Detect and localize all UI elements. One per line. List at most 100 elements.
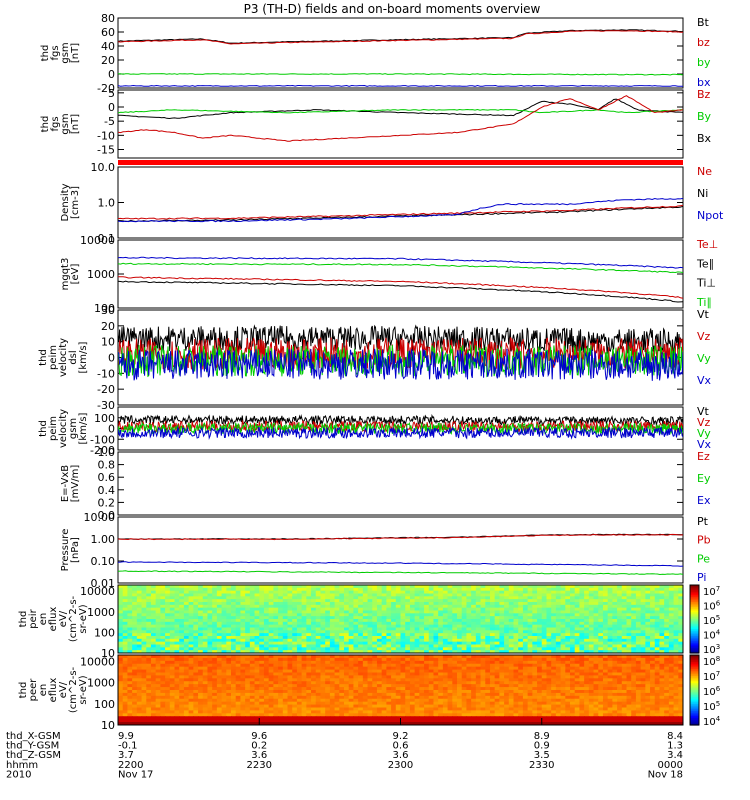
heatmap-cell <box>461 599 468 603</box>
heatmap-cell <box>419 666 425 671</box>
heatmap-cell <box>160 627 166 631</box>
ylabel-line: Pressure <box>60 529 71 572</box>
heatmap-cell <box>419 644 425 648</box>
heatmap-cell <box>282 607 289 612</box>
heatmap-cell <box>165 644 171 648</box>
heatmap-cell <box>287 593 293 597</box>
heatmap-cell <box>287 633 293 637</box>
heatmap-cell <box>659 660 665 665</box>
heatmap-cell <box>494 607 500 612</box>
heatmap-cell <box>466 624 472 629</box>
heatmap-cell <box>362 675 369 679</box>
heatmap-cell <box>212 692 218 697</box>
heatmap-cell <box>612 684 618 688</box>
heatmap-cell <box>179 621 185 626</box>
heatmap-cell <box>183 613 190 617</box>
heatmap-cell <box>202 587 209 592</box>
heatmap-cell <box>132 678 138 682</box>
heatmap-cell <box>376 638 383 643</box>
heatmap-cell <box>409 675 416 679</box>
panel-3 <box>118 160 683 165</box>
heatmap-cell <box>296 675 303 679</box>
heatmap-cell <box>551 593 557 597</box>
heatmap-cell <box>141 650 147 653</box>
heatmap-cell <box>400 610 406 614</box>
heatmap-cell <box>645 593 651 597</box>
heatmap-cell <box>593 610 599 614</box>
heatmap-cell <box>570 687 576 691</box>
heatmap-cell <box>621 630 628 634</box>
heatmap-cell <box>508 669 515 674</box>
ylabel-line: Density <box>60 183 71 221</box>
heatmap-cell <box>174 675 180 679</box>
heatmap-cell <box>278 604 284 609</box>
colorbar-step <box>690 649 699 652</box>
heatmap-cell <box>494 675 500 679</box>
heatmap-cell <box>325 624 331 629</box>
heatmap-cell <box>565 593 571 597</box>
heatmap-cell <box>141 669 147 674</box>
heatmap-cell <box>263 678 270 682</box>
heatmap-cell <box>306 675 312 679</box>
heatmap-cell <box>118 602 124 606</box>
heatmap-cell <box>216 638 223 643</box>
ytick-label: 20 <box>101 54 115 67</box>
heatmap-cell <box>461 587 468 592</box>
heatmap-cell <box>198 655 204 659</box>
heatmap-cell <box>348 657 355 662</box>
heatmap-cell <box>150 624 157 629</box>
heatmap-cell <box>339 666 345 671</box>
heatmap-cell <box>127 587 133 592</box>
heatmap-cell <box>537 675 543 679</box>
heatmap-cell <box>537 663 543 668</box>
heatmap-cell <box>635 638 642 643</box>
heatmap-cell <box>155 644 161 648</box>
heatmap-cell <box>522 621 529 626</box>
heatmap-cell <box>254 636 260 640</box>
heatmap-cell <box>485 590 491 595</box>
heatmap-cell <box>541 619 548 623</box>
heatmap-cell <box>607 630 613 634</box>
heatmap-cell <box>574 678 581 682</box>
heatmap-cell <box>179 633 185 637</box>
heatmap-cell <box>183 593 190 597</box>
heatmap-cell <box>499 695 505 700</box>
heatmap-cell <box>438 681 444 685</box>
heatmap-cell <box>551 684 557 688</box>
heatmap-cell <box>405 678 411 682</box>
heatmap-cell <box>353 596 359 600</box>
heatmap-cell <box>555 695 562 700</box>
heatmap-cell <box>372 650 378 653</box>
heatmap-cell <box>678 633 683 637</box>
heatmap-cell <box>471 650 477 653</box>
heatmap-cell <box>650 621 656 626</box>
heatmap-cell <box>584 672 590 677</box>
heatmap-cell <box>141 655 147 659</box>
heatmap-cell <box>273 660 279 665</box>
heatmap-cell <box>198 692 204 697</box>
heatmap-cell <box>659 616 665 620</box>
heatmap-cell <box>419 695 425 700</box>
heatmap-cell <box>664 695 670 700</box>
heatmap-cell <box>678 675 683 679</box>
heatmap-cell <box>607 695 613 700</box>
heatmap-cell <box>617 687 623 691</box>
heatmap-cell <box>306 619 312 623</box>
heatmap-cell <box>334 692 340 697</box>
heatmap-cell <box>598 657 604 662</box>
heatmap-cell <box>457 627 463 631</box>
heatmap-cell <box>602 636 609 640</box>
heatmap-cell <box>447 604 453 609</box>
heatmap-cell <box>433 687 439 691</box>
heatmap-cell <box>602 663 609 668</box>
heatmap-cell <box>494 660 500 665</box>
heatmap-cell <box>621 604 628 609</box>
heatmap-cell <box>339 657 345 662</box>
heatmap-cell <box>442 657 449 662</box>
heatmap-cell <box>150 593 157 597</box>
heatmap-cell <box>668 624 675 629</box>
heatmap-cell <box>362 663 369 668</box>
heatmap-cell <box>179 672 185 677</box>
heatmap-cell <box>555 602 562 606</box>
heatmap-cell <box>457 641 463 646</box>
